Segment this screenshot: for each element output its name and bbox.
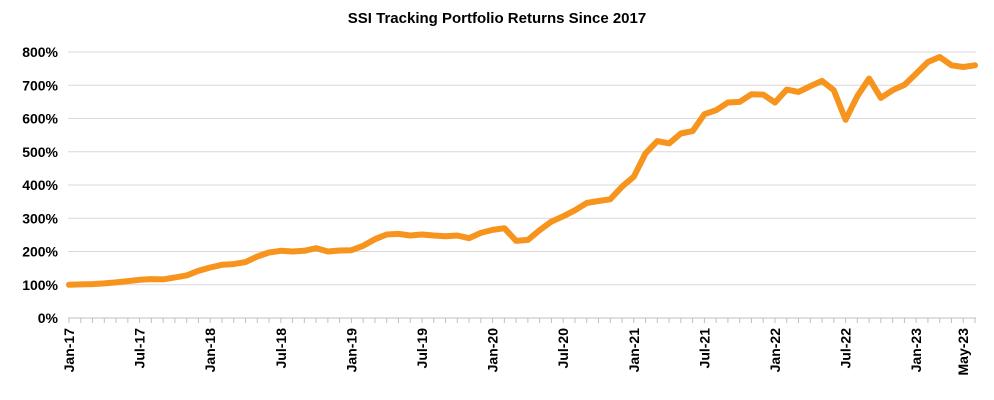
chart-title: SSI Tracking Portfolio Returns Since 201… xyxy=(347,10,647,27)
x-tick-label: Jul-21 xyxy=(696,328,712,369)
x-tick-label: Jan-19 xyxy=(343,328,359,373)
x-tick-labels: Jan-17 Jul-17 Jan-18 Jul-18 Jan-19 Jul-19 Jan-… xyxy=(61,328,971,376)
x-tick-label: Jan-21 xyxy=(626,328,642,373)
series xyxy=(66,54,978,288)
y-tick-label: 500% xyxy=(22,144,58,160)
y-tick-label: 0% xyxy=(38,310,59,326)
x-tick-label: Jul-17 xyxy=(132,328,148,369)
y-tick-label: 100% xyxy=(22,277,58,293)
x-tick-label: Jan-23 xyxy=(908,328,924,373)
x-tick-label: Jul-20 xyxy=(555,328,571,369)
y-tick-labels: 0% 100% 200% 300% 400% 500% 600% 700% 800% xyxy=(22,44,58,326)
y-tick-label: 200% xyxy=(22,244,58,260)
grid-lines xyxy=(68,51,976,286)
y-tick-label: 700% xyxy=(22,77,58,93)
x-tick-label: Jan-17 xyxy=(61,328,77,373)
y-tick-label: 300% xyxy=(22,210,58,226)
x-tick-label: Jul-22 xyxy=(838,328,854,369)
x-tick-label: Jan-22 xyxy=(767,328,783,373)
series-line xyxy=(66,54,978,288)
y-tick-label: 800% xyxy=(22,44,58,60)
x-tick-label: Jan-18 xyxy=(202,328,218,373)
y-tick-label: 400% xyxy=(22,177,58,193)
y-tick-label: 600% xyxy=(22,111,58,127)
x-tick-label: Jul-19 xyxy=(414,328,430,369)
x-tick-label: May-23 xyxy=(955,328,971,376)
x-tick-label: Jul-18 xyxy=(273,328,289,369)
axes xyxy=(68,317,976,323)
x-tick-label: Jan-20 xyxy=(485,328,501,373)
